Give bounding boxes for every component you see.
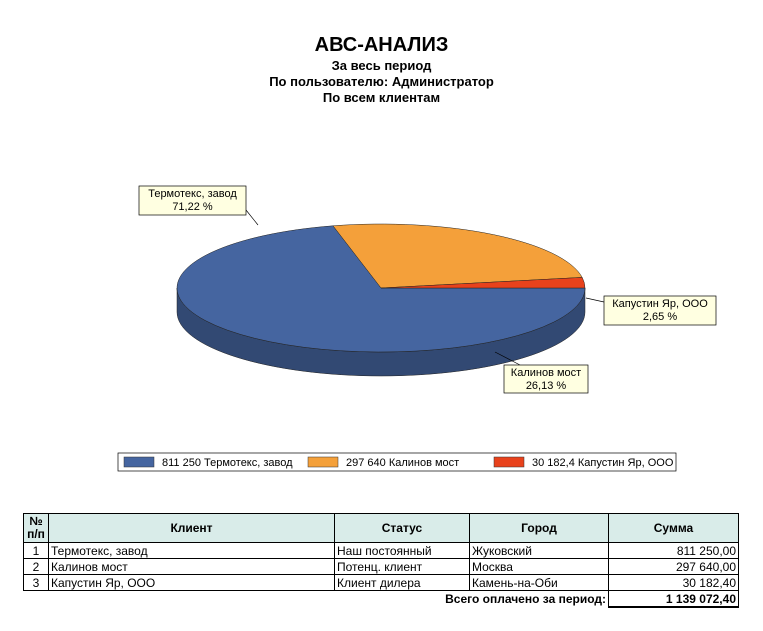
cell: 297 640,00 [608, 558, 739, 575]
legend-swatch [307, 456, 339, 468]
cell: Клиент дилера [334, 574, 470, 591]
leader-line [585, 297, 605, 303]
cell: Жуковский [469, 542, 609, 559]
col-header: Город [469, 513, 609, 543]
callout-value: 71,22 % [172, 201, 213, 213]
leader-line [245, 209, 259, 226]
legend-label: 297 640 Калинов мост [346, 457, 459, 469]
callout-value: 2,65 % [643, 311, 677, 323]
callout-name: Капустин Яр, ООО [612, 298, 708, 310]
slice [332, 223, 583, 289]
callout-box [503, 364, 589, 394]
cell: 3 [23, 574, 49, 591]
subtitle: По всем клиентам [322, 90, 441, 105]
col-header: Клиент [48, 513, 335, 543]
callout-box [138, 185, 247, 216]
report-table: № п/п Клиент Статус Город Сумма 1 Термоте… [23, 513, 739, 608]
callout-name: Калинов мост [511, 367, 581, 379]
title: АВС-АНАЛИЗ [314, 34, 449, 56]
cell: 1 [23, 542, 49, 559]
legend-swatch [123, 456, 155, 468]
legend-box [117, 452, 677, 472]
cell: Наш постоянный [334, 542, 470, 559]
legend-label: 30 182,4 Капустин Яр, ООО [532, 457, 674, 469]
cell: 30 182,40 [608, 574, 739, 591]
cell: Камень-на-Оби [469, 574, 609, 591]
col-header: Сумма [608, 513, 739, 543]
col-header: № п/п [23, 513, 49, 543]
cell: Калинов мост [48, 558, 335, 575]
slice [176, 225, 586, 353]
callout-name: Термотекс, завод [148, 188, 237, 200]
cell: Термотекс, завод [48, 542, 335, 559]
cell: Капустин Яр, ООО [48, 574, 335, 591]
cell: 2 [23, 558, 49, 575]
legend-label: 811 250 Термотекс, завод [162, 457, 293, 469]
col-header: Статус [334, 513, 470, 543]
footer-total: 1 139 072,40 [608, 590, 739, 608]
callout-box [603, 295, 717, 326]
subtitle: По пользователю: Администратор [269, 74, 494, 89]
footer-label: Всего оплачено за период: [445, 592, 606, 606]
legend-swatch [493, 456, 525, 468]
cell: 811 250,00 [608, 542, 739, 559]
callout-value: 26,13 % [526, 380, 567, 392]
slice [380, 277, 586, 289]
cell: Потенц. клиент [334, 558, 470, 575]
subtitle: За весь период [331, 58, 432, 73]
leader-line [494, 351, 521, 366]
cell: Москва [469, 558, 609, 575]
